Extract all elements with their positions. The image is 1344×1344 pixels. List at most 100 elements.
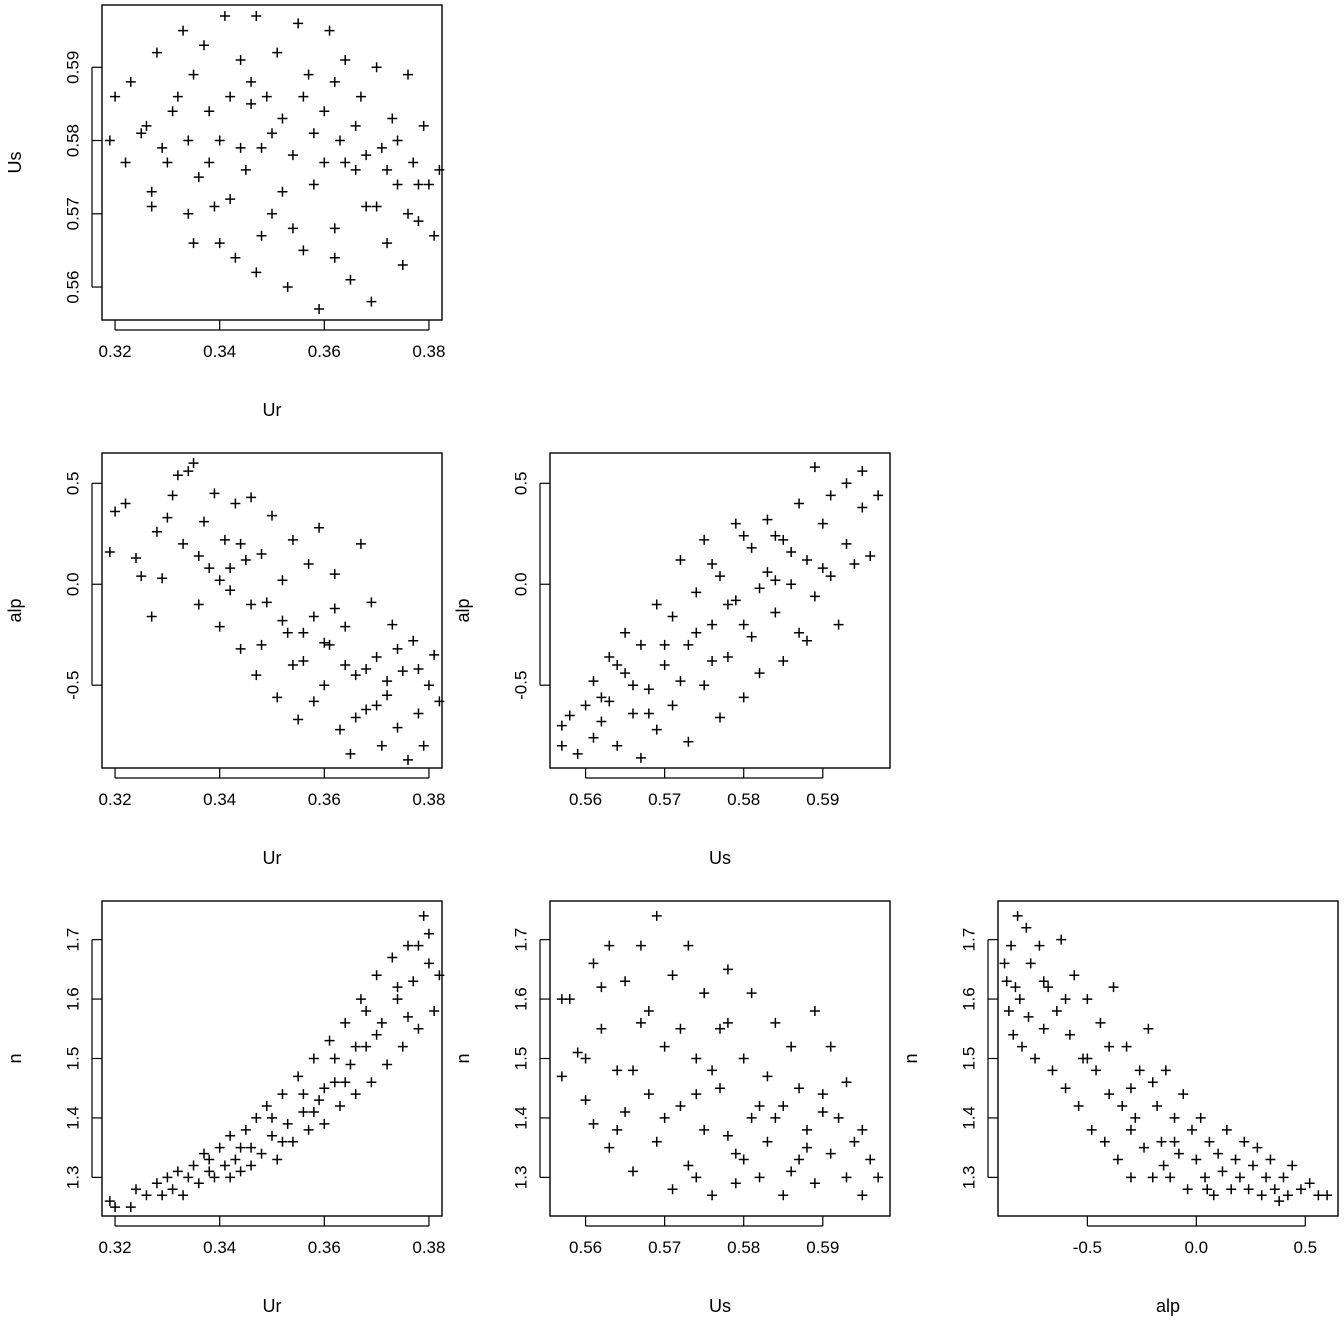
data-point [382, 676, 393, 687]
data-point [786, 579, 797, 590]
data-point [392, 982, 403, 993]
data-point [556, 720, 567, 731]
data-point [219, 1160, 230, 1171]
data-point [691, 1053, 702, 1064]
data-point [178, 538, 189, 549]
plot-frame [549, 900, 891, 1217]
data-point [246, 1160, 257, 1171]
data-point [1104, 1089, 1115, 1100]
data-point [794, 1154, 805, 1165]
data-point [1169, 1136, 1180, 1147]
data-point [873, 1172, 884, 1183]
data-point [251, 10, 262, 21]
data-point [1125, 1124, 1136, 1135]
data-point [1282, 1190, 1293, 1201]
data-point [387, 952, 398, 963]
data-point [1143, 1023, 1154, 1034]
data-point [329, 1053, 340, 1064]
data-point [225, 1130, 236, 1141]
data-point [308, 1106, 319, 1117]
data-point [366, 1077, 377, 1088]
data-point [738, 530, 749, 541]
data-point [873, 490, 884, 501]
data-point [423, 680, 434, 691]
data-point [635, 639, 646, 650]
data-point [423, 958, 434, 969]
data-point [1043, 982, 1054, 993]
y-tick-label: 1.4 [959, 1106, 978, 1130]
data-point [849, 559, 860, 570]
x-tick-label: 0.59 [806, 790, 839, 809]
data-point [1256, 1190, 1267, 1201]
data-point [429, 230, 440, 241]
data-point [643, 1089, 654, 1100]
data-point [1295, 1184, 1306, 1195]
data-point [397, 260, 408, 271]
data-point [1012, 910, 1023, 921]
data-point [382, 690, 393, 701]
data-point [392, 722, 403, 733]
data-point [188, 238, 199, 249]
data-point [628, 1166, 639, 1177]
data-point [340, 54, 351, 65]
data-point [403, 940, 413, 951]
data-point [225, 91, 236, 102]
data-point [1156, 1136, 1167, 1147]
data-point [434, 696, 445, 707]
data-point [801, 635, 812, 646]
data-point [188, 458, 199, 469]
data-point [833, 1112, 844, 1123]
data-point [329, 569, 340, 580]
data-point [350, 1041, 361, 1052]
data-point [841, 478, 852, 489]
data-point [418, 910, 429, 921]
data-point [628, 1065, 639, 1076]
y-axis-title: Us [5, 152, 25, 174]
data-point [413, 216, 424, 227]
data-point [110, 91, 121, 102]
data-point [392, 179, 403, 190]
data-point [794, 627, 805, 638]
data-point [1158, 1160, 1169, 1171]
data-point [251, 267, 262, 278]
data-point [1265, 1154, 1276, 1165]
data-point [193, 172, 204, 183]
y-axis-title: n [5, 1053, 25, 1063]
data-point [355, 538, 366, 549]
data-point [1034, 940, 1045, 951]
data-point [604, 940, 615, 951]
data-point [604, 651, 615, 662]
data-point [403, 754, 413, 765]
data-point [1202, 1184, 1213, 1195]
data-point [825, 1148, 836, 1159]
data-point [219, 10, 230, 21]
data-point [1200, 1172, 1211, 1183]
data-point [183, 466, 194, 477]
data-point [366, 597, 377, 608]
data-point [588, 1118, 599, 1129]
data-point [770, 607, 781, 618]
data-point [572, 748, 583, 759]
y-tick-label: 0.57 [63, 197, 82, 230]
data-point [251, 1112, 262, 1123]
data-point [699, 534, 710, 545]
data-point [324, 25, 335, 36]
data-point [199, 1148, 209, 1159]
x-tick-label: 0.34 [203, 342, 236, 361]
data-point [612, 740, 623, 751]
data-point [345, 274, 356, 285]
data-point [355, 994, 366, 1005]
data-point [287, 1136, 298, 1147]
data-point [1091, 1065, 1102, 1076]
data-point [683, 736, 694, 747]
data-point [746, 542, 757, 553]
data-point [329, 1077, 340, 1088]
data-point [141, 1190, 152, 1201]
data-point [1165, 1172, 1176, 1183]
data-point [580, 1053, 591, 1064]
data-point [361, 1005, 372, 1016]
data-point [329, 603, 340, 614]
data-point [683, 940, 694, 951]
data-point [786, 1166, 797, 1177]
data-point [999, 958, 1010, 969]
